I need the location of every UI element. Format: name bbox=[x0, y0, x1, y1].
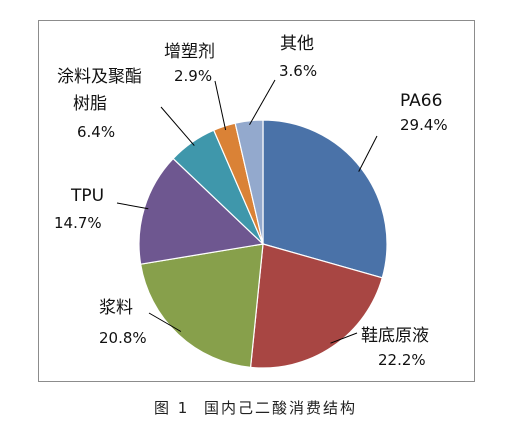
pie-slice bbox=[249, 243, 384, 369]
slice-label: 浆料 bbox=[99, 298, 133, 318]
slice-label: 鞋底原液 bbox=[361, 326, 429, 346]
pie-slice bbox=[262, 119, 388, 279]
leader-line bbox=[330, 332, 358, 344]
chart-frame: PA66 29.4% 鞋底原液 22.2% 浆料 20.8% TPU 14.7% 涂料及聚酯树脂… bbox=[38, 20, 475, 382]
slice-value-label: 22.2% bbox=[378, 351, 426, 369]
figure-title: 国内己二酸消费结构 bbox=[204, 399, 358, 417]
slice-label: 其他 bbox=[280, 34, 314, 54]
leader-line bbox=[249, 79, 276, 126]
pie-chart: PA66 29.4% 鞋底原液 22.2% 浆料 20.8% TPU 14.7% 涂料及聚酯树脂… bbox=[54, 34, 448, 369]
slice-label: 树脂 bbox=[73, 94, 107, 114]
slice-value-label: 3.6% bbox=[279, 62, 317, 80]
slice-value-label: 20.8% bbox=[99, 329, 147, 347]
slice-value-label: 14.7% bbox=[54, 214, 102, 232]
slice-value-label: 2.9% bbox=[174, 67, 212, 85]
slice-value-label: 29.4% bbox=[400, 116, 448, 134]
slice-label: 增塑剂 bbox=[164, 42, 215, 62]
pie-slice bbox=[139, 243, 264, 369]
slice-label: PA66 bbox=[400, 91, 442, 111]
slice-label: TPU bbox=[70, 186, 104, 206]
figure-number: 图 1 bbox=[153, 399, 190, 417]
leader-line bbox=[116, 202, 149, 210]
pie-slice bbox=[234, 119, 264, 245]
leader-line bbox=[214, 80, 227, 131]
leader-line bbox=[358, 135, 378, 172]
figure-caption: 图 1 国内己二酸消费结构 bbox=[0, 397, 511, 418]
slice-label: 涂料及聚酯 bbox=[57, 67, 142, 87]
leader-line bbox=[160, 106, 195, 146]
leader-line bbox=[148, 312, 182, 332]
slice-value-label: 6.4% bbox=[77, 123, 115, 141]
